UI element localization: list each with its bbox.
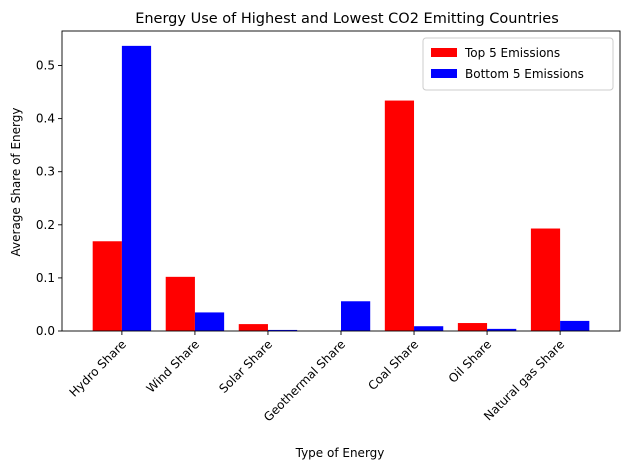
y-tick-label: 0.2 bbox=[36, 218, 55, 232]
x-tick-label: Natural gas Share bbox=[481, 337, 567, 423]
bar-series2-natural-gas-share bbox=[560, 320, 590, 331]
y-tick-label: 0.1 bbox=[36, 271, 55, 285]
bar-series1-coal-share bbox=[384, 100, 415, 331]
bar-series2-wind-share bbox=[194, 312, 225, 331]
legend-label: Top 5 Emissions bbox=[464, 46, 560, 60]
y-tick-label: 0.3 bbox=[36, 165, 55, 179]
bar-series2-oil-share bbox=[487, 328, 517, 331]
legend-swatch bbox=[431, 69, 457, 78]
chart-title: Energy Use of Highest and Lowest CO2 Emi… bbox=[135, 11, 559, 27]
x-tick-label: Oil Share bbox=[446, 337, 494, 385]
x-tick-label: Coal Share bbox=[365, 337, 421, 393]
bar-series1-solar-share bbox=[238, 324, 268, 331]
y-axis-label: Average Share of Energy bbox=[9, 108, 23, 257]
y-tick-label: 0.5 bbox=[36, 59, 55, 73]
legend-label: Bottom 5 Emissions bbox=[465, 67, 584, 81]
x-tick-label: Solar Share bbox=[216, 337, 275, 396]
bar-series2-coal-share bbox=[414, 326, 444, 331]
y-tick-label: 0.0 bbox=[36, 324, 55, 338]
x-tick-label: Hydro Share bbox=[67, 337, 129, 399]
x-tick-label: Geothermal Share bbox=[261, 337, 348, 424]
legend-frame bbox=[422, 37, 614, 91]
x-axis-label: Type of Energy bbox=[295, 446, 385, 460]
bar-series1-wind-share bbox=[165, 276, 195, 331]
bar-series2-geothermal-share bbox=[341, 301, 371, 331]
x-axis: Hydro Share Wind Share Solar ShareGeotherm… bbox=[67, 331, 567, 424]
x-tick-label: Wind Share bbox=[144, 337, 202, 395]
y-axis: 0.0 0.1 0.2 0.3 0.4 0.5 bbox=[36, 59, 62, 338]
bar-series2-hydro-share bbox=[121, 45, 152, 332]
bar-series1-natural-gas-share bbox=[530, 228, 561, 331]
legend: Top 5 Emissions Bottom 5 Emissions bbox=[422, 37, 614, 91]
y-tick-label: 0.4 bbox=[36, 112, 55, 126]
bar-series2-solar-share bbox=[267, 329, 298, 331]
bar-series1-oil-share bbox=[457, 323, 488, 331]
bar-series1-hydro-share bbox=[92, 241, 122, 331]
legend-swatch bbox=[431, 48, 457, 57]
bars bbox=[92, 45, 590, 332]
